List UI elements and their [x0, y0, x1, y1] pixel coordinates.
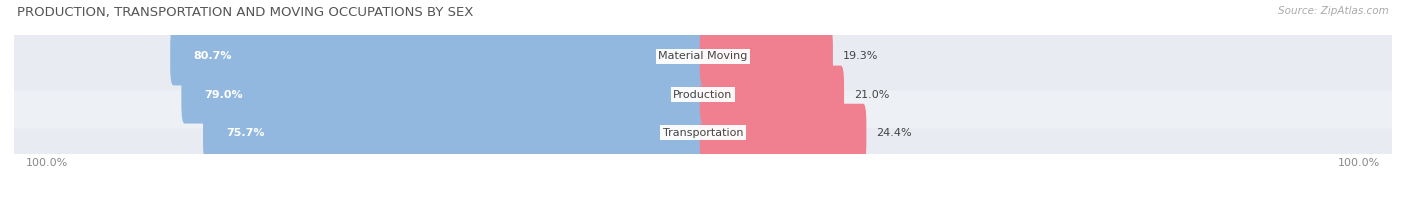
FancyBboxPatch shape — [181, 66, 706, 124]
FancyBboxPatch shape — [11, 99, 1395, 167]
Text: 19.3%: 19.3% — [842, 51, 879, 61]
FancyBboxPatch shape — [202, 104, 706, 162]
FancyBboxPatch shape — [11, 61, 1395, 128]
Text: Transportation: Transportation — [662, 128, 744, 138]
Text: 21.0%: 21.0% — [853, 90, 889, 99]
FancyBboxPatch shape — [11, 22, 1395, 90]
Text: 79.0%: 79.0% — [204, 90, 243, 99]
Text: PRODUCTION, TRANSPORTATION AND MOVING OCCUPATIONS BY SEX: PRODUCTION, TRANSPORTATION AND MOVING OC… — [17, 6, 474, 19]
FancyBboxPatch shape — [700, 66, 844, 124]
FancyBboxPatch shape — [170, 27, 706, 85]
FancyBboxPatch shape — [700, 104, 866, 162]
Text: Material Moving: Material Moving — [658, 51, 748, 61]
Text: 80.7%: 80.7% — [193, 51, 232, 61]
Text: Source: ZipAtlas.com: Source: ZipAtlas.com — [1278, 6, 1389, 16]
Text: 24.4%: 24.4% — [876, 128, 912, 138]
Text: Production: Production — [673, 90, 733, 99]
Text: 75.7%: 75.7% — [226, 128, 264, 138]
FancyBboxPatch shape — [700, 27, 832, 85]
